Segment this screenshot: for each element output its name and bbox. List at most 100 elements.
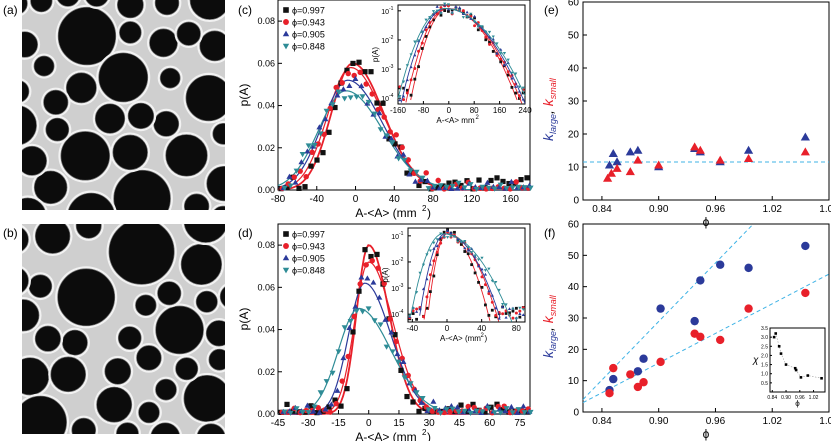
inset-x-label: A-<A> (mm	[440, 334, 481, 343]
y-tick-label: 0.04	[257, 325, 275, 335]
inset-frame	[397, 4, 526, 105]
inset-data-point	[495, 53, 499, 57]
bubble	[65, 72, 97, 104]
inset-data-point	[502, 63, 507, 67]
data-point	[392, 141, 398, 147]
data-point	[347, 318, 354, 325]
chart-d: -45 -30 -15 0 15 30 45 60 750.000.020.040.060.08…	[237, 223, 534, 441]
inset-data-point	[480, 25, 484, 29]
x-tick-label: 75	[514, 418, 526, 429]
data-point	[377, 127, 384, 133]
data-point	[437, 410, 444, 417]
data-point	[485, 405, 492, 411]
data-point	[323, 379, 330, 385]
bubble	[138, 401, 160, 424]
inset-data-point	[405, 78, 409, 82]
inset-data-point	[469, 12, 473, 16]
inset-data-point	[411, 312, 415, 315]
data-point	[436, 185, 443, 191]
inset-data-point	[497, 316, 501, 320]
data-point	[400, 151, 407, 157]
data-point	[326, 404, 332, 410]
inset-data-point	[435, 244, 439, 248]
inset-data-point	[476, 28, 480, 32]
data-point	[488, 404, 494, 410]
data-point	[308, 163, 314, 169]
data-point	[381, 280, 387, 287]
data-point	[715, 155, 725, 164]
panel-label-b: (b)	[3, 226, 18, 240]
data-point	[500, 178, 506, 185]
bubble	[157, 281, 182, 306]
data-point	[440, 183, 446, 189]
inset-data-point	[518, 306, 522, 310]
data-point	[375, 265, 381, 271]
data-point	[502, 407, 509, 414]
data-point	[604, 160, 615, 169]
data-point	[377, 322, 384, 328]
inset-x-tick-label: 160	[493, 106, 507, 115]
data-point	[346, 82, 353, 88]
x-axis-label-close: )	[427, 206, 431, 220]
data-point	[448, 185, 455, 192]
data-point	[633, 382, 643, 392]
y-tick-label: 0	[573, 196, 579, 207]
bubble	[96, 386, 133, 423]
legend-label: ϕ=0.943	[292, 18, 325, 28]
inset-data-point	[517, 85, 522, 89]
inset-data-point	[483, 283, 487, 287]
y-tick-label: 0.06	[257, 282, 275, 292]
data-point	[461, 185, 468, 191]
data-point	[605, 389, 614, 398]
inset-data-point	[458, 6, 462, 9]
data-point	[696, 276, 705, 285]
inset-data-point	[473, 271, 477, 275]
inset-data-point	[425, 295, 429, 299]
data-point	[329, 370, 336, 376]
data-point	[345, 70, 351, 77]
data-point	[743, 145, 754, 154]
data-point	[304, 148, 311, 154]
bubble	[22, 0, 28, 14]
x-tick-label: 0.96	[706, 204, 726, 215]
data-point	[690, 142, 700, 151]
panel-label-c: (c)	[238, 3, 252, 17]
data-point	[365, 306, 372, 312]
bubble	[22, 145, 47, 176]
inset-data-point	[463, 240, 467, 243]
inset-data-point	[480, 256, 484, 260]
inset-data-point	[495, 51, 499, 55]
inset-data-point	[774, 332, 778, 335]
inset-data-point	[480, 285, 484, 289]
data-point	[387, 129, 393, 135]
data-point	[496, 406, 503, 412]
data-point	[358, 274, 365, 280]
y-axis-label-small: k	[540, 315, 556, 323]
y-tick-label: 0.04	[257, 101, 275, 111]
y-tick-label: 30	[568, 314, 580, 325]
inset-data-point	[411, 309, 415, 313]
x-tick-label: 160	[502, 194, 519, 205]
data-point	[347, 95, 354, 101]
inset-data-point	[514, 306, 518, 310]
inset-data-point	[459, 243, 463, 246]
data-point	[395, 156, 402, 162]
inset-data-point	[494, 313, 498, 317]
y-tick-label: 50	[568, 31, 580, 42]
bubble	[185, 74, 225, 122]
data-point	[418, 176, 425, 182]
data-point	[458, 182, 464, 189]
data-point	[376, 294, 383, 300]
inset-data-point	[472, 14, 477, 18]
data-point	[608, 149, 618, 157]
inset-x-tick-label: 0.84	[767, 395, 777, 401]
y-tick-label: 60	[568, 220, 580, 231]
x-axis-label-sup: 2	[422, 204, 427, 213]
data-point	[334, 92, 341, 98]
data-point	[388, 135, 395, 141]
inset-data-point	[424, 18, 428, 22]
data-point	[503, 406, 510, 412]
data-point	[407, 381, 414, 387]
bubble	[183, 374, 225, 422]
